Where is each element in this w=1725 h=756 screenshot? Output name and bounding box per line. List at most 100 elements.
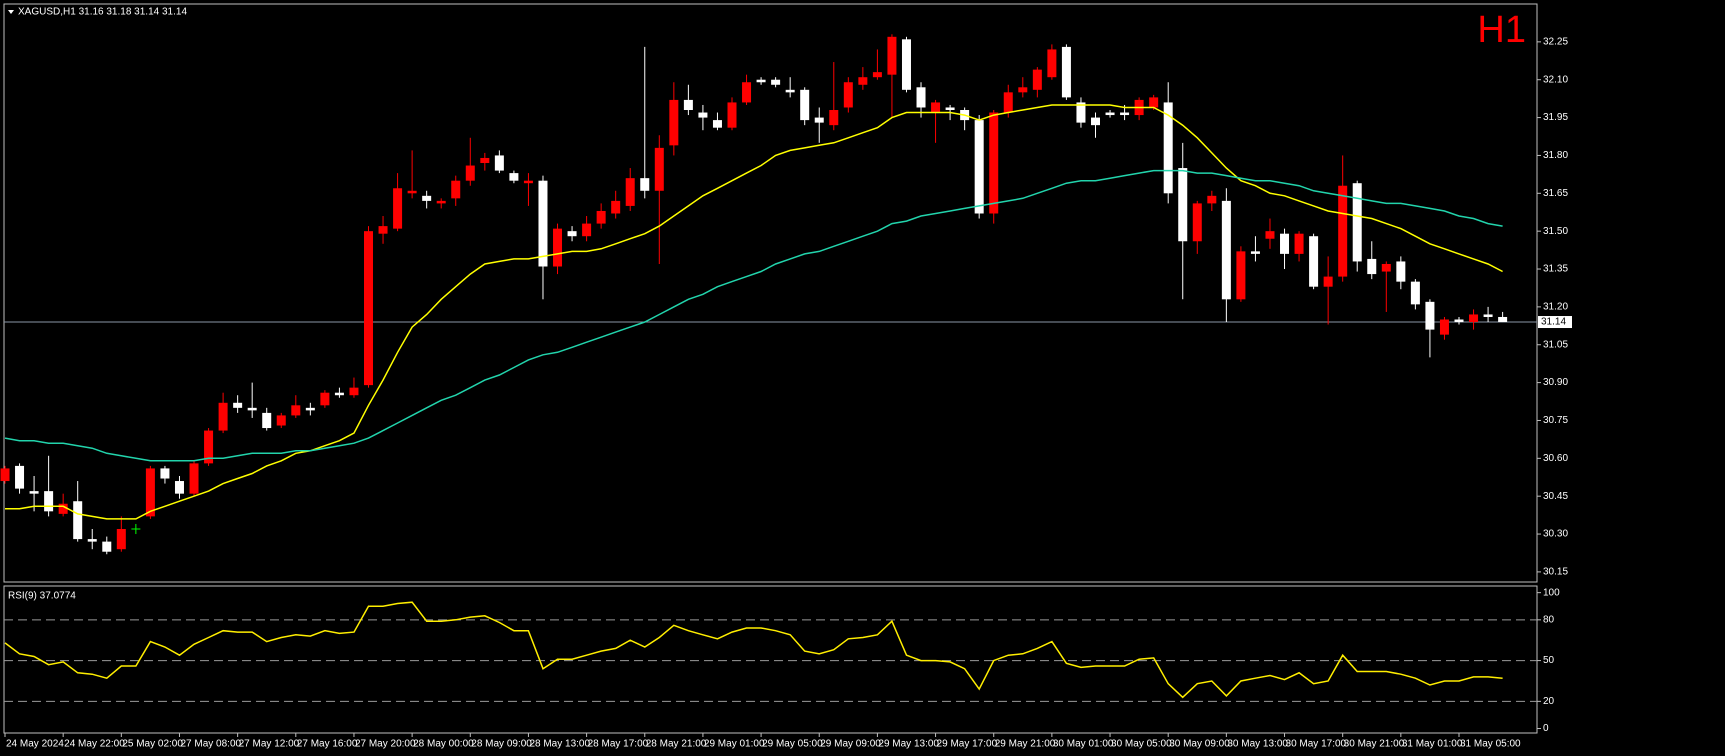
x-tick-label: 30 May 17:00 (1286, 739, 1347, 750)
candle-body (858, 77, 868, 85)
candle-body (15, 465, 25, 489)
candle-body (1338, 185, 1348, 277)
candle-body (683, 99, 693, 111)
candle-body (1163, 102, 1173, 194)
y-tick-label: 31.50 (1543, 226, 1568, 237)
y-tick-label: 32.25 (1543, 37, 1568, 48)
candle-body (712, 120, 722, 128)
y-tick-label: 20 (1543, 696, 1555, 707)
x-tick-label: 29 May 09:00 (820, 739, 881, 750)
x-tick-label: 28 May 21:00 (646, 739, 707, 750)
candle-body (1265, 231, 1275, 239)
moving-average (4, 169, 1503, 462)
candle-body (480, 157, 490, 164)
candle-body (1018, 87, 1028, 93)
candle-body (1439, 319, 1449, 335)
candle-body (247, 407, 257, 411)
candle-body (1091, 117, 1100, 126)
candle-body (843, 82, 853, 108)
x-tick-label: 29 May 13:00 (878, 739, 939, 750)
rsi-panel-frame (3, 585, 1538, 734)
x-tick-label: 28 May 17:00 (588, 739, 649, 750)
moving-average (5, 104, 1503, 520)
candle-body (262, 412, 272, 429)
main-panel-frame (3, 3, 1538, 583)
candle-body (364, 231, 373, 386)
x-tick-label: 29 May 01:00 (704, 739, 765, 750)
candle-body (1236, 251, 1246, 300)
candle-body (58, 503, 68, 514)
x-tick-label: 30 May 13:00 (1227, 739, 1288, 750)
candle-body (742, 82, 752, 103)
candle-body (378, 226, 388, 234)
candle-body (393, 188, 403, 229)
x-tick-label: 28 May 00:00 (413, 739, 474, 750)
rsi-line (4, 601, 1503, 699)
candle-body (611, 200, 621, 214)
x-tick-label: 28 May 09:00 (471, 739, 532, 750)
candle-body (233, 402, 243, 408)
candle-body (916, 87, 926, 108)
candle-body (785, 89, 795, 93)
candle-body (160, 468, 170, 479)
candle-body (87, 539, 97, 542)
y-tick-label: 31.80 (1543, 150, 1568, 161)
x-tick-label: 24 May 2024 (6, 739, 64, 750)
y-tick-label: 31.05 (1543, 339, 1568, 350)
x-tick-label: 27 May 12:00 (239, 739, 300, 750)
x-tick-label: 30 May 01:00 (1053, 739, 1114, 750)
candle-body (1003, 92, 1013, 113)
candle-body (1309, 236, 1319, 287)
candle-body (1047, 49, 1057, 78)
x-tick-label: 31 May 01:00 (1402, 739, 1463, 750)
candle-body (974, 120, 984, 214)
candle-body (1396, 261, 1406, 282)
y-tick-label: 30.30 (1543, 529, 1568, 540)
y-tick-label: 30.90 (1543, 377, 1568, 388)
candle-body (465, 165, 475, 181)
rsi-title: RSI(9) 37.0774 (8, 591, 76, 602)
candle-body (1120, 112, 1130, 116)
candle-body (276, 415, 286, 426)
candle-body (1178, 168, 1188, 242)
candle-body (1207, 195, 1217, 204)
candle-body (1105, 112, 1115, 116)
candle-body (1250, 251, 1260, 254)
candle-body (29, 491, 39, 494)
candle-body (1032, 69, 1042, 90)
y-tick-label: 30.45 (1543, 491, 1568, 502)
candle-body (669, 99, 679, 146)
candle-body (1280, 233, 1290, 254)
timeframe-badge: H1 (1477, 9, 1526, 51)
candle-body (1469, 314, 1479, 323)
x-tick-label: 30 May 21:00 (1344, 739, 1405, 750)
candle-body (1425, 301, 1435, 330)
candle-body (44, 491, 54, 512)
y-tick-label: 32.10 (1543, 74, 1568, 85)
candle-body (1381, 263, 1391, 272)
x-tick-label: 27 May 20:00 (355, 739, 416, 750)
candle-body (523, 180, 533, 184)
candle-body (872, 72, 882, 78)
y-tick-label: 31.95 (1543, 112, 1568, 123)
candle-body (1061, 46, 1071, 98)
candle-body (945, 107, 955, 111)
price-label: 31.14 (1541, 317, 1566, 328)
candle-body (1076, 102, 1086, 123)
y-tick-label: 31.65 (1543, 188, 1568, 199)
x-tick-label: 28 May 13:00 (529, 739, 590, 750)
candle-body (189, 463, 199, 494)
candle-body (291, 405, 301, 416)
candle-body (771, 79, 781, 85)
candle-body (320, 392, 330, 406)
menu-triangle (8, 10, 14, 14)
y-tick-label: 50 (1543, 655, 1555, 666)
y-tick-label: 80 (1543, 614, 1555, 625)
candle-body (422, 195, 432, 201)
x-tick-label: 25 May 02:00 (122, 739, 183, 750)
candle-body (218, 402, 228, 431)
candle-body (509, 173, 519, 181)
